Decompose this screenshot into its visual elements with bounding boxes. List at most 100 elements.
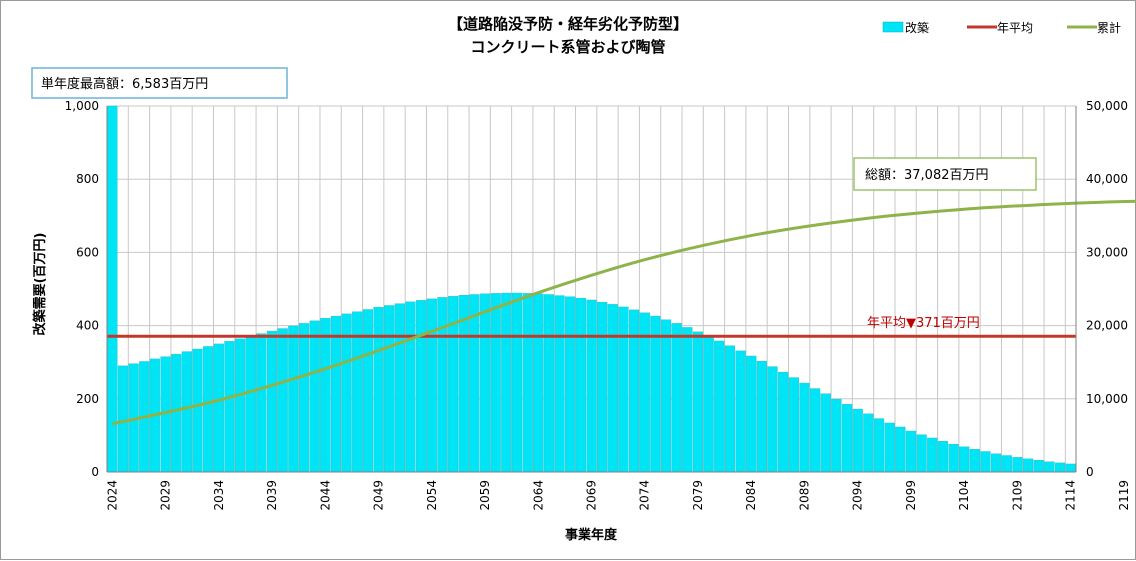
bar: [650, 315, 661, 473]
bar: [1001, 455, 1012, 473]
x-tick-label: 2084: [744, 480, 758, 511]
max-annotation-box: [31, 67, 288, 99]
bar: [746, 355, 757, 473]
bar: [277, 328, 288, 473]
bar: [107, 105, 118, 473]
bar: [618, 306, 629, 473]
average-annotation-text: 年平均▼371百万円: [867, 316, 980, 331]
bar: [1044, 461, 1055, 473]
bar: [692, 331, 704, 473]
bar: [905, 430, 917, 473]
x-tick-label: 2104: [957, 480, 971, 511]
x-tick-label: 2099: [904, 480, 918, 511]
bar: [671, 323, 682, 473]
bar: [1033, 460, 1044, 473]
x-tick-label: 2064: [531, 480, 545, 511]
line-series: [107, 199, 1136, 426]
bar: [234, 338, 246, 473]
bar: [543, 294, 555, 473]
bar: [373, 307, 384, 473]
bar: [873, 418, 885, 473]
bar: [735, 350, 746, 473]
bar: [895, 426, 906, 473]
bar: [852, 408, 863, 473]
bar: [522, 293, 533, 473]
bar: [362, 309, 374, 473]
chart-title-line2: コンクリート系管および陶管: [470, 38, 665, 56]
y-tick-label: 800: [76, 172, 99, 186]
bar: [927, 437, 938, 473]
bar: [682, 327, 693, 473]
chart-title-line1: 【道路陥没予防・経年劣化予防型】: [448, 15, 688, 33]
bar: [437, 297, 448, 473]
bar: [469, 294, 480, 473]
x-tick-label: 2044: [318, 480, 332, 511]
bar: [586, 299, 597, 473]
bar: [224, 341, 235, 473]
bar: [320, 318, 331, 473]
bar: [980, 451, 991, 473]
bar: [533, 293, 544, 473]
bar: [991, 453, 1002, 473]
bar: [245, 336, 256, 473]
x-tick-label: 2049: [372, 480, 386, 511]
bar: [117, 365, 129, 473]
bar: [756, 360, 767, 473]
legend: 改築 年平均 累計: [882, 20, 1121, 35]
bar: [937, 441, 949, 473]
bar: [330, 315, 342, 473]
bar: [405, 301, 416, 473]
legend-swatch-bar: [882, 21, 904, 33]
max-annotation: 単年度最高額：6,583百万円: [31, 67, 288, 99]
bar: [203, 346, 214, 473]
y2-tick-label: 20,000: [1086, 319, 1128, 333]
total-annotation-box: [853, 157, 1037, 191]
x-tick-label: 2024: [105, 480, 119, 511]
bar: [820, 393, 831, 473]
bar: [501, 292, 512, 473]
bar: [192, 348, 203, 473]
x-axis-label: 事業年度: [565, 527, 618, 543]
x-tick-label: 2094: [851, 480, 865, 511]
x-tick-label: 2059: [478, 480, 492, 511]
bar: [256, 333, 267, 473]
bar: [809, 388, 821, 473]
max-annotation-text: 単年度最高額：6,583百万円: [41, 76, 208, 92]
y-tick-label: 1,000: [65, 99, 99, 113]
bar: [628, 309, 640, 473]
bar: [490, 293, 501, 473]
bar: [171, 353, 182, 473]
y2-tick-label: 40,000: [1086, 172, 1128, 186]
bar: [831, 398, 842, 473]
bar: [511, 292, 523, 473]
bar: [767, 366, 778, 473]
bar: [266, 330, 278, 473]
y2-tick-label: 50,000: [1086, 99, 1128, 113]
bar: [969, 449, 980, 473]
bar: [799, 382, 810, 473]
x-tick-label: 2054: [425, 480, 439, 511]
bar: [1054, 462, 1066, 473]
y2-tick-label: 30,000: [1086, 245, 1128, 259]
bar: [863, 413, 874, 473]
bar-series: [107, 105, 1076, 473]
x-tick-label: 2039: [265, 480, 279, 511]
bar: [565, 296, 576, 473]
bar: [778, 371, 789, 473]
bar: [660, 319, 672, 473]
legend-label-bar: 改築: [905, 20, 929, 35]
bar: [1065, 463, 1076, 473]
y-tick-label: 600: [76, 245, 99, 259]
bar: [394, 303, 405, 473]
bar: [1022, 458, 1034, 473]
bar: [959, 446, 970, 473]
bar: [788, 377, 799, 473]
x-tick-label: 2069: [585, 480, 599, 511]
cumulative-line: [112, 199, 1136, 426]
total-annotation: 総額：37,082百万円: [853, 157, 1037, 191]
bar: [916, 434, 927, 473]
bar: [298, 323, 310, 473]
x-tick-label: 2119: [1117, 480, 1131, 511]
